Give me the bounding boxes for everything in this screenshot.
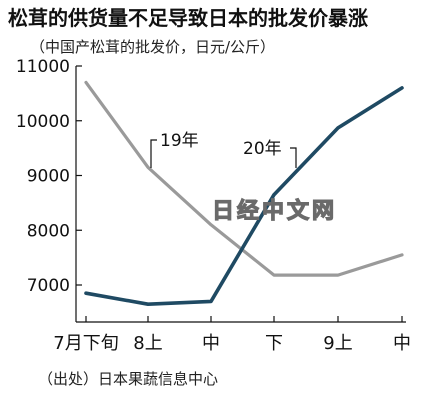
x-tick-label: 中 bbox=[202, 333, 220, 354]
chart-subtitle: （中国产松茸的批发价，日元/公斤） bbox=[30, 38, 275, 56]
series-line-20 bbox=[84, 86, 404, 307]
y-tick-label: 11000 bbox=[16, 57, 70, 77]
y-tick-label: 9000 bbox=[27, 167, 70, 187]
x-tick-label: 7月下旬 bbox=[53, 333, 118, 354]
x-tick-label: 中 bbox=[393, 333, 411, 354]
source-note: （出处）日本果蔬信息中心 bbox=[38, 370, 218, 388]
x-tick-label: 9上 bbox=[323, 333, 352, 354]
watermark-text: 日经中文网 bbox=[212, 198, 337, 224]
plot-area: 7000 8000 9000 10000 11000 7月下旬 8上 中 下 9上 中 19年 20年 bbox=[16, 57, 411, 354]
chart-title: 松茸的供货量不足导致日本的批发价暴涨 bbox=[8, 6, 368, 30]
label-leader-20 bbox=[290, 147, 297, 168]
series-label-20: 20年 bbox=[243, 139, 282, 159]
y-tick-label: 7000 bbox=[27, 276, 70, 296]
x-tick-label: 8上 bbox=[133, 333, 162, 354]
y-tick-label: 10000 bbox=[16, 112, 70, 132]
y-tick-label: 8000 bbox=[27, 221, 70, 241]
series-label-19: 19年 bbox=[160, 131, 199, 151]
x-tick-label: 下 bbox=[265, 333, 283, 354]
label-leader-19 bbox=[150, 139, 157, 168]
